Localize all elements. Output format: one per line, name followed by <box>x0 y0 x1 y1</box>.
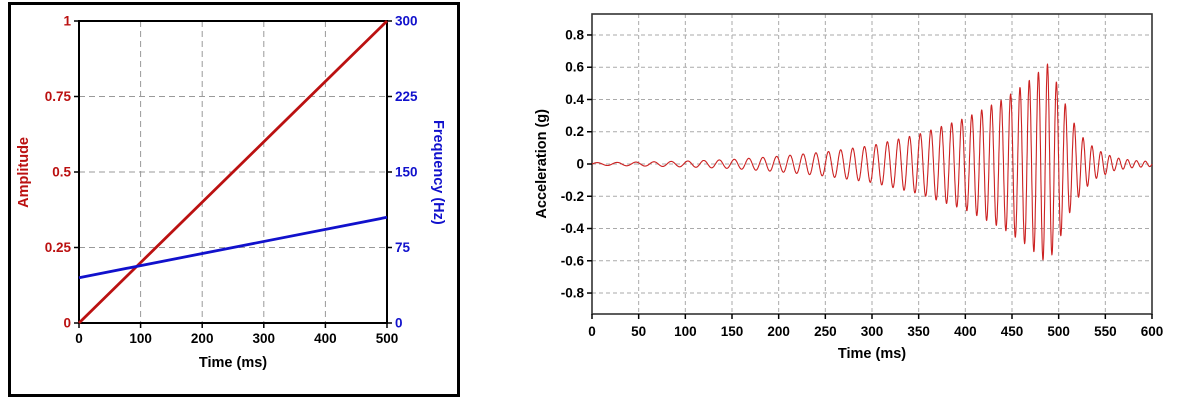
right-chart-svg: 0 50 100 150 200 250 300 350 400 450 500 550 600 0.8 0… <box>561 13 1164 339</box>
acceleration-y-axis-title: Acceleration (g) <box>530 14 554 314</box>
y-tick-label: -0.8 <box>561 286 585 301</box>
acceleration-y-axis-title-text: Acceleration (g) <box>534 109 550 219</box>
x-tick-label: 50 <box>631 324 646 339</box>
x-tick-label: 200 <box>767 324 790 339</box>
x-tick-label: 100 <box>674 324 697 339</box>
x-tick-label: 600 <box>1141 324 1164 339</box>
x-tick-label: 350 <box>907 324 930 339</box>
y-tick-label: -0.2 <box>561 189 584 204</box>
x-tick-label: 300 <box>253 331 276 346</box>
x-tick-label: 400 <box>954 324 977 339</box>
left-y-axis-title-text: Amplitude <box>16 136 32 208</box>
left-y-tick-label: 1 <box>63 14 71 29</box>
amplitude-series-line <box>78 20 388 324</box>
acceleration-x-axis-title: Time (ms) <box>837 346 907 362</box>
y-tick-label: 0.4 <box>565 92 584 107</box>
x-tick-label: 200 <box>191 331 214 346</box>
x-tick-label: 500 <box>376 331 399 346</box>
x-tick-label: 150 <box>721 324 744 339</box>
x-tick-label: 100 <box>129 331 152 346</box>
y-tick-label: -0.6 <box>561 253 585 268</box>
frequency-series-line <box>78 215 388 280</box>
x-tick-label: 400 <box>314 331 337 346</box>
acceleration-signal-line <box>591 63 1153 261</box>
left-y-tick-label: 0 <box>63 316 71 331</box>
right-y-tick-label: 300 <box>395 14 418 29</box>
acceleration-time-chart: 0 50 100 150 200 250 300 350 400 450 500 550 600 0.8 0… <box>530 0 1177 402</box>
left-y-axis-title: Amplitude <box>13 21 35 323</box>
right-y-tick-label: 0 <box>395 316 403 331</box>
y-tick-label: -0.4 <box>561 221 585 236</box>
left-y-tick-label: 0.25 <box>45 240 72 255</box>
x-tick-label: 0 <box>75 331 83 346</box>
x-tick-label: 550 <box>1094 324 1117 339</box>
left-y-tick-label: 0.5 <box>52 165 71 180</box>
amplitude-frequency-chart: 0 100 200 300 400 500 0 0.25 0.5 0.75 1 0 75 150 225 30… <box>8 2 460 397</box>
right-y-tick-label: 225 <box>395 89 418 104</box>
right-y-axis-title-text: Frequency (Hz) <box>430 119 446 225</box>
right-y-tick-label: 150 <box>395 165 418 180</box>
y-tick-label: 0.6 <box>565 60 584 75</box>
left-y-tick-label: 0.75 <box>45 89 72 104</box>
x-tick-label: 0 <box>588 324 596 339</box>
y-tick-label: 0.2 <box>565 124 584 139</box>
y-tick-label: 0.8 <box>565 27 584 42</box>
left-x-axis-title: Time (ms) <box>198 355 268 371</box>
left-chart-svg: 0 100 200 300 400 50000.250.50.75107515022530… <box>45 14 418 347</box>
x-tick-label: 250 <box>814 324 837 339</box>
right-y-axis-title: Frequency (Hz) <box>425 21 451 323</box>
x-tick-label: 450 <box>1001 324 1024 339</box>
x-tick-label: 300 <box>861 324 884 339</box>
x-tick-label: 500 <box>1047 324 1070 339</box>
y-tick-label: 0 <box>576 157 584 172</box>
right-y-tick-label: 75 <box>395 240 411 255</box>
